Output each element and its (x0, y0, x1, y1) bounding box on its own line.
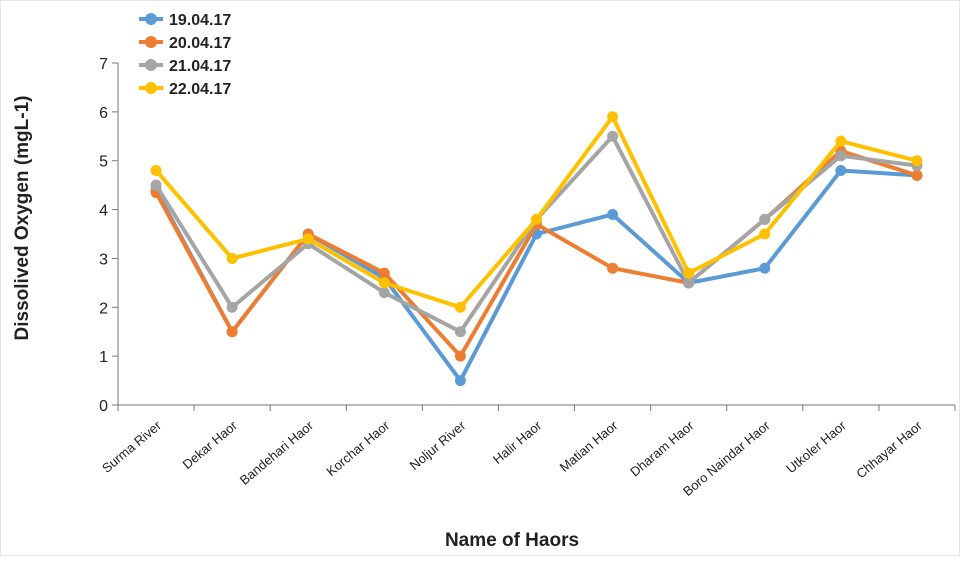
data-point (454, 301, 466, 313)
legend-label: 22.04.17 (169, 81, 231, 98)
y-axis-title: Dissolived Oxygen (mgL-1) (12, 96, 33, 341)
legend-item: 20.04.17 (139, 35, 231, 52)
data-point (759, 213, 771, 225)
series-layer (150, 111, 923, 387)
data-point (454, 326, 466, 338)
legend-label: 19.04.17 (169, 12, 231, 29)
data-point (759, 262, 771, 274)
data-point (911, 155, 923, 167)
y-tick-label: 2 (99, 300, 108, 317)
data-point (759, 228, 771, 240)
y-tick-label: 1 (99, 349, 108, 366)
data-point (683, 267, 695, 279)
data-point (378, 267, 390, 279)
legend-marker (145, 36, 157, 48)
y-tick-label: 6 (99, 105, 108, 122)
data-point (607, 130, 619, 142)
data-point (302, 233, 314, 245)
legend-item: 22.04.17 (139, 81, 231, 98)
data-point (150, 164, 162, 176)
data-point (607, 262, 619, 274)
x-axis-title: Name of Haors (445, 530, 579, 551)
legend: 19.04.17 20.04.17 21.04.17 22.04.17 (139, 12, 231, 98)
y-tick-label: 0 (99, 398, 108, 415)
data-point (454, 350, 466, 362)
legend-item: 21.04.17 (139, 58, 231, 75)
legend-item: 19.04.17 (139, 12, 231, 29)
data-point (226, 252, 238, 264)
y-tick-label: 4 (99, 203, 108, 220)
legend-marker (145, 59, 157, 71)
data-point (835, 135, 847, 147)
data-point (226, 326, 238, 338)
legend-label: 20.04.17 (169, 35, 231, 52)
series-22.04.17 (150, 111, 923, 313)
y-tick-label: 5 (99, 154, 108, 171)
data-point (911, 169, 923, 181)
legend-marker (145, 13, 157, 25)
data-point (226, 301, 238, 313)
data-point (607, 111, 619, 123)
data-point (531, 213, 542, 225)
y-tick-label: 7 (99, 56, 108, 73)
data-point (378, 277, 390, 289)
data-point (378, 287, 390, 299)
data-point (683, 277, 695, 289)
data-point (607, 208, 619, 220)
data-point (835, 164, 847, 176)
data-point (835, 150, 847, 162)
y-tick-label: 3 (99, 251, 108, 268)
data-point (150, 179, 162, 191)
legend-label: 21.04.17 (169, 58, 231, 75)
legend-marker (145, 82, 157, 94)
data-point (454, 375, 466, 387)
